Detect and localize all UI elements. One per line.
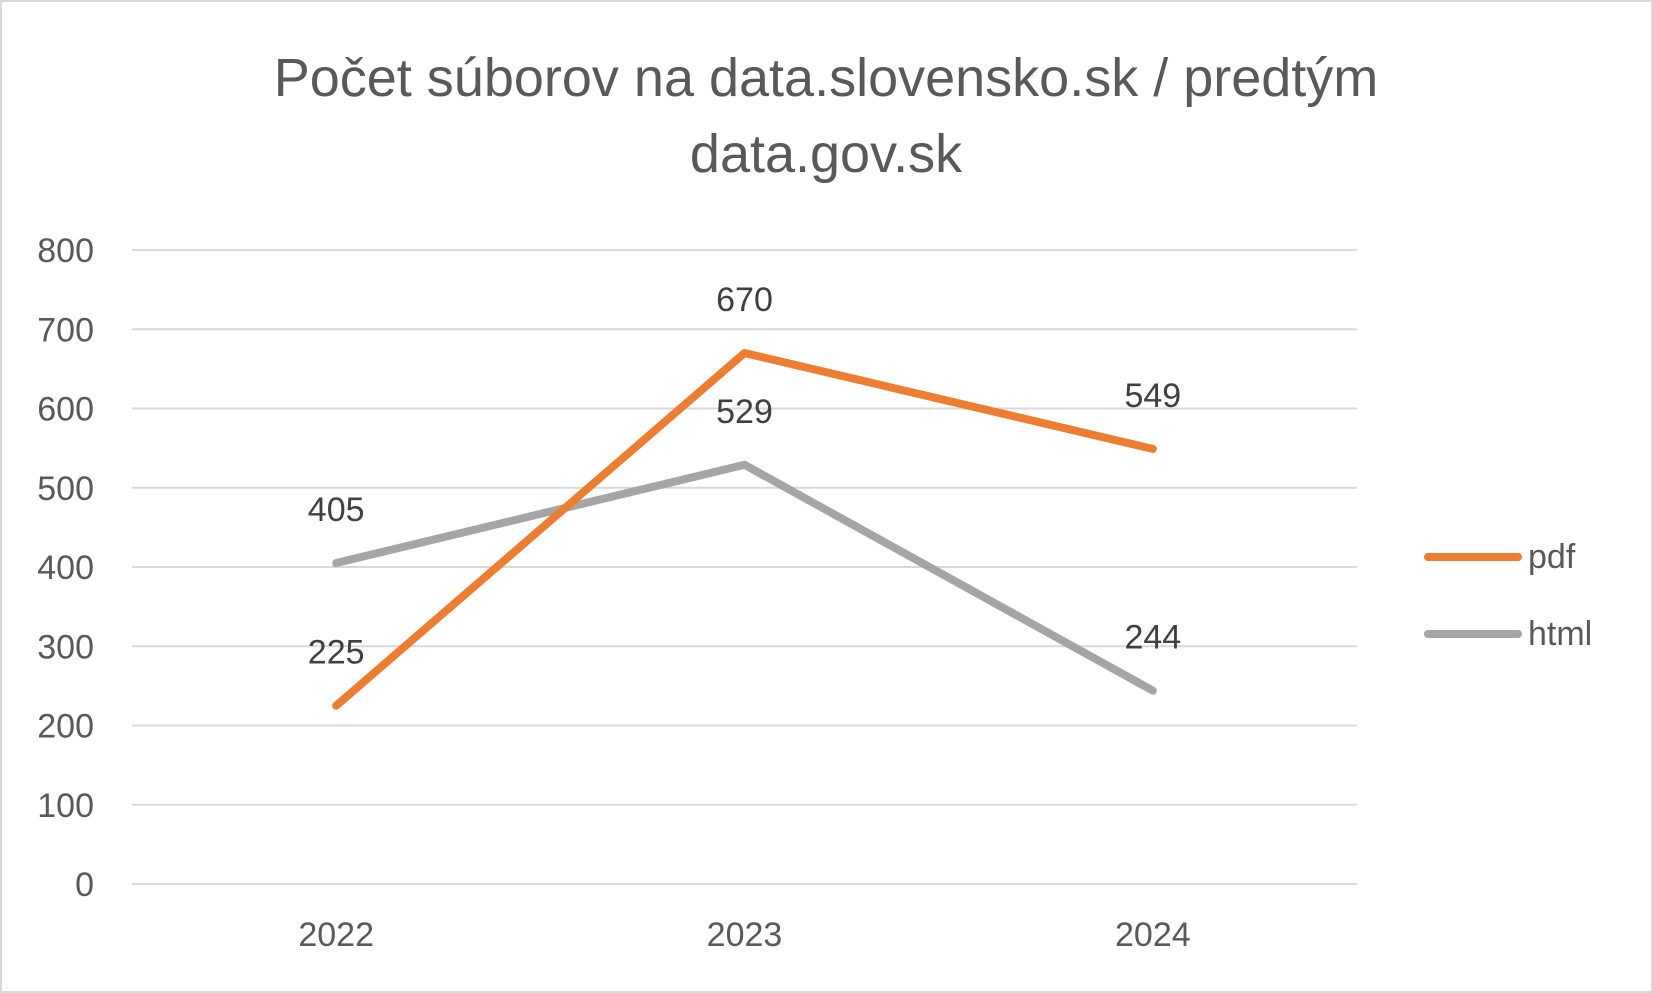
y-tick-label: 800	[37, 232, 94, 270]
data-label-pdf: 670	[716, 281, 773, 319]
legend-label-pdf: pdf	[1528, 538, 1576, 576]
x-tick-label: 2022	[298, 916, 374, 954]
y-axis-ticks: 0 100 200 300 400 500 600 700 800	[37, 232, 94, 904]
y-tick-label: 100	[37, 787, 94, 825]
y-tick-label: 600	[37, 391, 94, 429]
y-tick-label: 200	[37, 708, 94, 746]
x-tick-label: 2023	[707, 916, 783, 954]
y-tick-label: 400	[37, 549, 94, 587]
series-line-pdf	[332, 349, 1157, 710]
y-tick-label: 0	[75, 866, 94, 904]
chart-title-line-1: Počet súborov na data.slovensko.sk / pre…	[274, 48, 1379, 108]
chart-title-line-2: data.gov.sk	[690, 124, 963, 184]
series-line-html	[332, 460, 1157, 695]
data-label-html: 405	[308, 491, 365, 529]
series-lines	[332, 349, 1157, 710]
x-tick-label: 2024	[1115, 916, 1191, 954]
legend-label-html: html	[1528, 615, 1592, 653]
gridlines	[132, 249, 1357, 885]
y-tick-label: 300	[37, 628, 94, 666]
x-axis-ticks: 2022 2023 2024	[298, 916, 1190, 954]
legend: pdf html	[1424, 538, 1592, 653]
data-labels: 225 670 549 405 529 244	[308, 281, 1181, 672]
data-label-html: 529	[716, 393, 773, 431]
data-label-pdf: 549	[1124, 377, 1181, 415]
data-label-html: 244	[1124, 619, 1181, 657]
y-tick-label: 700	[37, 311, 94, 349]
data-label-pdf: 225	[308, 634, 365, 672]
y-tick-label: 500	[37, 470, 94, 508]
chart-title: Počet súborov na data.slovensko.sk / pre…	[274, 48, 1379, 184]
